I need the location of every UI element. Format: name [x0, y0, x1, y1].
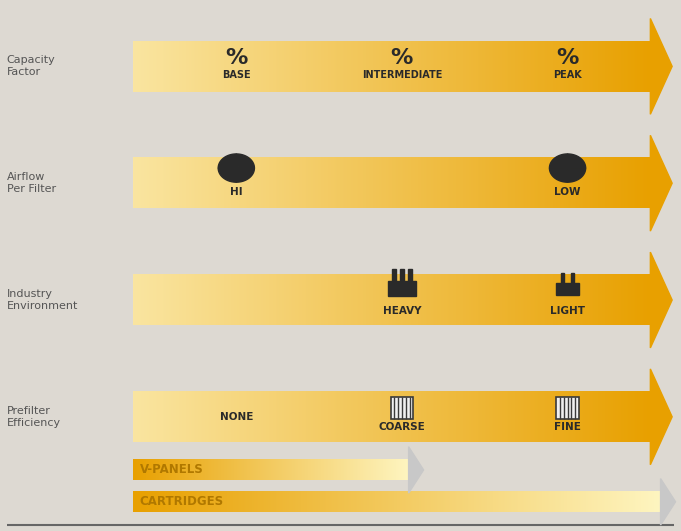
Polygon shape — [218, 154, 236, 168]
Text: Capacity: Capacity — [7, 55, 56, 65]
Bar — [387, 281, 416, 296]
Polygon shape — [409, 447, 424, 493]
Text: LIGHT: LIGHT — [550, 306, 585, 315]
Text: CARTRIDGES: CARTRIDGES — [140, 495, 224, 508]
Bar — [392, 269, 396, 281]
Bar — [408, 269, 412, 281]
Polygon shape — [550, 168, 567, 182]
Bar — [560, 273, 564, 284]
Text: NONE: NONE — [219, 412, 253, 422]
Text: HEAVY: HEAVY — [383, 306, 421, 315]
Text: Industry: Industry — [7, 289, 53, 299]
Text: Efficiency: Efficiency — [7, 418, 61, 428]
Bar — [556, 284, 579, 295]
Bar — [400, 269, 404, 281]
Text: Factor: Factor — [7, 67, 41, 78]
Bar — [556, 397, 579, 419]
Text: FINE: FINE — [554, 423, 581, 432]
Polygon shape — [550, 154, 567, 168]
Text: Environment: Environment — [7, 301, 78, 311]
Text: V-PANELS: V-PANELS — [140, 464, 204, 476]
Text: INTERMEDIATE: INTERMEDIATE — [362, 70, 442, 80]
Polygon shape — [661, 478, 676, 525]
Text: LOW: LOW — [554, 187, 581, 196]
Circle shape — [234, 166, 238, 170]
Text: %: % — [225, 48, 247, 68]
Bar — [571, 273, 574, 284]
Text: Per Filter: Per Filter — [7, 184, 56, 194]
Text: PEAK: PEAK — [553, 70, 582, 80]
Polygon shape — [236, 154, 255, 168]
Polygon shape — [650, 369, 672, 465]
Text: HI: HI — [230, 187, 242, 196]
Polygon shape — [218, 168, 236, 182]
Polygon shape — [567, 168, 586, 182]
Text: %: % — [556, 48, 579, 68]
Polygon shape — [567, 154, 586, 168]
Polygon shape — [650, 135, 672, 231]
Polygon shape — [236, 168, 255, 182]
Polygon shape — [650, 252, 672, 348]
Text: COARSE: COARSE — [379, 423, 426, 432]
Polygon shape — [650, 19, 672, 114]
Text: BASE: BASE — [222, 70, 251, 80]
Text: Airflow: Airflow — [7, 172, 45, 182]
Text: %: % — [391, 48, 413, 68]
Bar — [390, 397, 413, 419]
Text: Prefilter: Prefilter — [7, 406, 50, 416]
Circle shape — [565, 166, 570, 170]
